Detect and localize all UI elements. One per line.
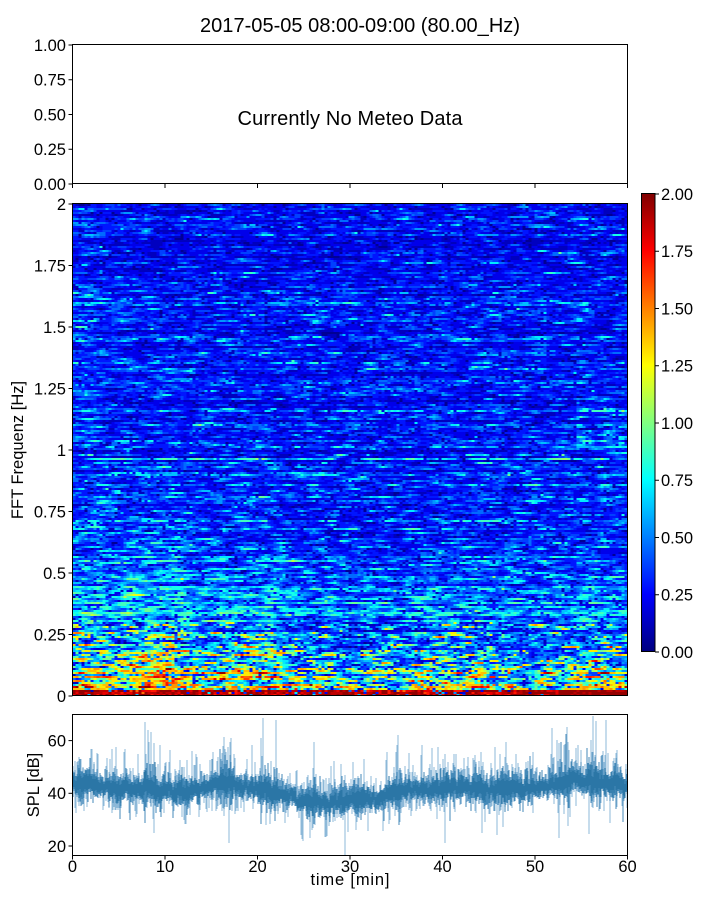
- svg-text:10: 10: [156, 858, 174, 876]
- svg-text:1.75: 1.75: [34, 257, 66, 275]
- svg-text:30: 30: [341, 858, 359, 876]
- svg-text:20: 20: [48, 838, 66, 856]
- svg-text:time [min]: time [min]: [311, 871, 390, 889]
- svg-text:1.00: 1.00: [34, 37, 66, 55]
- svg-text:20: 20: [248, 858, 266, 876]
- svg-text:0.50: 0.50: [34, 106, 66, 124]
- svg-text:60: 60: [618, 858, 636, 876]
- svg-text:0.5: 0.5: [43, 565, 66, 583]
- svg-text:0.50: 0.50: [661, 529, 693, 547]
- svg-text:50: 50: [526, 858, 544, 876]
- svg-text:40: 40: [433, 858, 451, 876]
- svg-text:1.25: 1.25: [661, 358, 693, 376]
- svg-text:0.75: 0.75: [661, 472, 693, 490]
- svg-text:2.00: 2.00: [661, 186, 693, 204]
- svg-text:2: 2: [57, 196, 66, 214]
- svg-text:0: 0: [57, 688, 66, 706]
- svg-text:1.50: 1.50: [661, 300, 693, 318]
- svg-text:0.25: 0.25: [34, 141, 66, 159]
- svg-text:1.75: 1.75: [661, 243, 693, 261]
- svg-text:SPL [dB]: SPL [dB]: [25, 753, 43, 818]
- svg-text:2017-05-05 08:00-09:00 (80.00_: 2017-05-05 08:00-09:00 (80.00_Hz): [200, 15, 520, 37]
- svg-text:0.00: 0.00: [34, 176, 66, 194]
- svg-text:0.25: 0.25: [661, 587, 693, 605]
- svg-text:FFT Frequenz [Hz]: FFT Frequenz [Hz]: [9, 381, 27, 519]
- svg-text:40: 40: [48, 785, 66, 803]
- svg-text:0.75: 0.75: [34, 503, 66, 521]
- svg-text:1.25: 1.25: [34, 380, 66, 398]
- svg-text:0: 0: [68, 858, 77, 876]
- svg-text:1.5: 1.5: [43, 319, 66, 337]
- svg-text:60: 60: [48, 733, 66, 751]
- svg-text:0.75: 0.75: [34, 72, 66, 90]
- svg-text:1.00: 1.00: [661, 415, 693, 433]
- svg-text:1: 1: [57, 442, 66, 460]
- svg-text:Currently No Meteo Data: Currently No Meteo Data: [238, 108, 464, 130]
- svg-text:0.00: 0.00: [661, 644, 693, 662]
- svg-text:0.25: 0.25: [34, 626, 66, 644]
